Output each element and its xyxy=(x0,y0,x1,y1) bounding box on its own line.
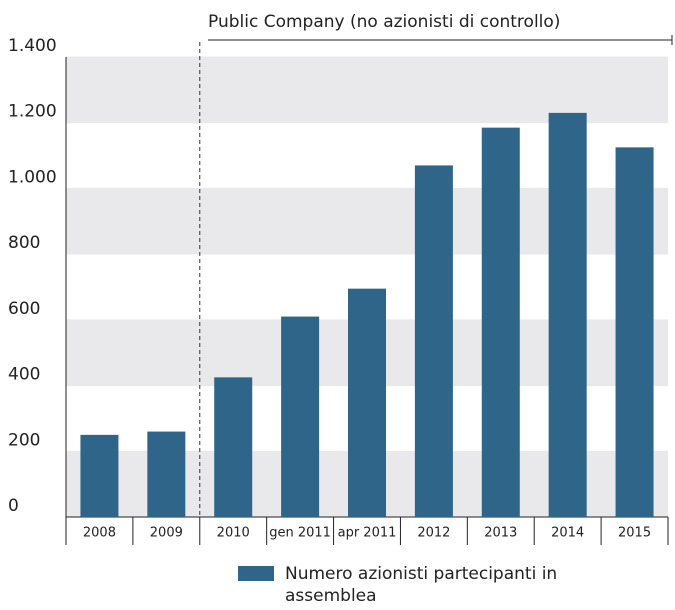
x-tick-label: 2012 xyxy=(417,526,450,541)
legend-swatch xyxy=(238,566,274,581)
y-tick-label: 200 xyxy=(8,430,40,450)
y-tick-label: 1.200 xyxy=(8,102,57,122)
y-tick-label: 0 xyxy=(8,496,19,516)
x-tick-label: 2010 xyxy=(217,526,250,541)
bar xyxy=(147,431,186,517)
x-tick-label: 2015 xyxy=(618,526,651,541)
y-tick-label: 800 xyxy=(8,233,40,253)
bar xyxy=(281,316,320,517)
bar xyxy=(348,288,386,517)
bar xyxy=(80,434,119,517)
y-tick-label: 400 xyxy=(8,365,40,385)
bar xyxy=(414,165,453,517)
grid-band xyxy=(66,57,668,123)
annotation: Public Company (no azionisti di controll… xyxy=(208,12,560,32)
y-tick-label: 1.000 xyxy=(8,167,57,187)
x-tick-label: 2013 xyxy=(484,526,517,541)
bar xyxy=(481,127,520,518)
bar xyxy=(615,147,654,517)
y-tick-label: 1.400 xyxy=(8,36,57,56)
legend-label: Numero azionisti partecipanti in assembl… xyxy=(285,564,558,606)
bar xyxy=(548,112,587,517)
x-tick-label: 2009 xyxy=(150,526,183,541)
x-tick-label: gen 2011 xyxy=(269,526,331,541)
x-tick-label: 2014 xyxy=(551,526,584,541)
bar xyxy=(214,377,253,517)
x-tick-label: 2008 xyxy=(83,526,116,541)
x-tick-label: apr 2011 xyxy=(338,526,397,541)
y-tick-label: 600 xyxy=(8,299,40,319)
